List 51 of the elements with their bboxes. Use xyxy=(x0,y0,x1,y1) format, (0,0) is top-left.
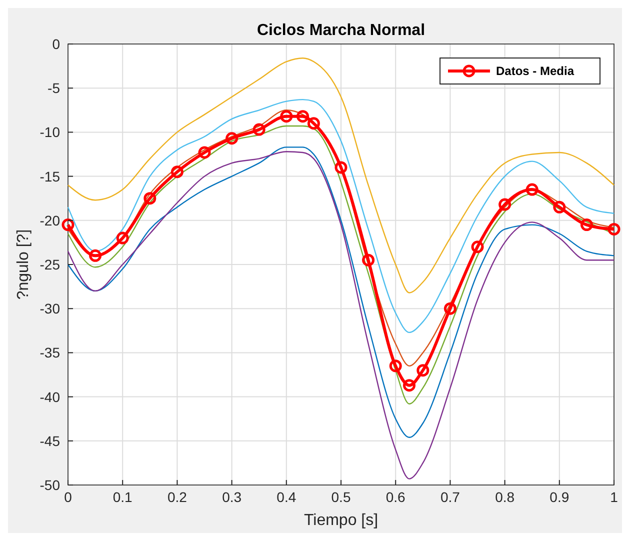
y-tick-label: -25 xyxy=(40,256,60,272)
point xyxy=(608,222,620,236)
x-tick-label: 0 xyxy=(64,489,72,505)
x-tick-label: 0.8 xyxy=(495,489,515,505)
point xyxy=(444,302,456,315)
x-axis-title: Tiempo [s] xyxy=(304,512,378,529)
y-tick-label: -30 xyxy=(40,300,60,317)
point xyxy=(580,218,593,232)
chart-title: Ciclos Marcha Normal xyxy=(256,22,426,39)
y-tick-label: -35 xyxy=(40,344,60,361)
point xyxy=(252,123,266,136)
point xyxy=(498,198,512,211)
x-tick-label: 1 xyxy=(610,489,618,505)
point xyxy=(62,218,74,232)
x-tick-label: 0.5 xyxy=(331,489,351,505)
x-tick-label: 0.1 xyxy=(112,489,133,505)
y-axis-title: ?ngulo [?] xyxy=(15,229,32,300)
y-tick-label: -5 xyxy=(48,80,60,96)
line-series xyxy=(67,98,615,334)
y-tick-label: -20 xyxy=(40,212,60,228)
y-tick-label: -40 xyxy=(40,388,60,405)
point xyxy=(334,161,348,174)
y-tick-label: -50 xyxy=(40,477,60,493)
point xyxy=(403,379,416,392)
point xyxy=(362,254,375,266)
point xyxy=(144,192,156,205)
x-tick-label: 0.2 xyxy=(167,489,188,505)
x-tick-label: 0.7 xyxy=(440,489,460,505)
y-tick-label: -10 xyxy=(40,124,60,140)
legend-label: Datos - Media xyxy=(496,64,574,78)
point xyxy=(526,183,538,196)
point xyxy=(89,249,102,262)
y-tick-label: 0 xyxy=(52,36,60,52)
point xyxy=(296,110,310,123)
point xyxy=(198,146,211,159)
point xyxy=(280,110,293,123)
point xyxy=(553,200,566,214)
point xyxy=(116,232,129,244)
y-tick-label: -15 xyxy=(40,168,60,184)
x-tick-label: 0.4 xyxy=(276,489,296,505)
point xyxy=(170,166,184,178)
point xyxy=(307,117,320,130)
x-tick-label: 0.9 xyxy=(550,489,570,505)
point xyxy=(226,132,238,145)
point xyxy=(416,364,430,377)
x-tick-label: 0.3 xyxy=(222,489,242,505)
x-tick-label: 0.6 xyxy=(386,489,406,505)
point xyxy=(471,240,484,254)
line-series xyxy=(67,58,615,294)
point xyxy=(389,360,402,372)
y-tick-label: -45 xyxy=(40,432,60,449)
